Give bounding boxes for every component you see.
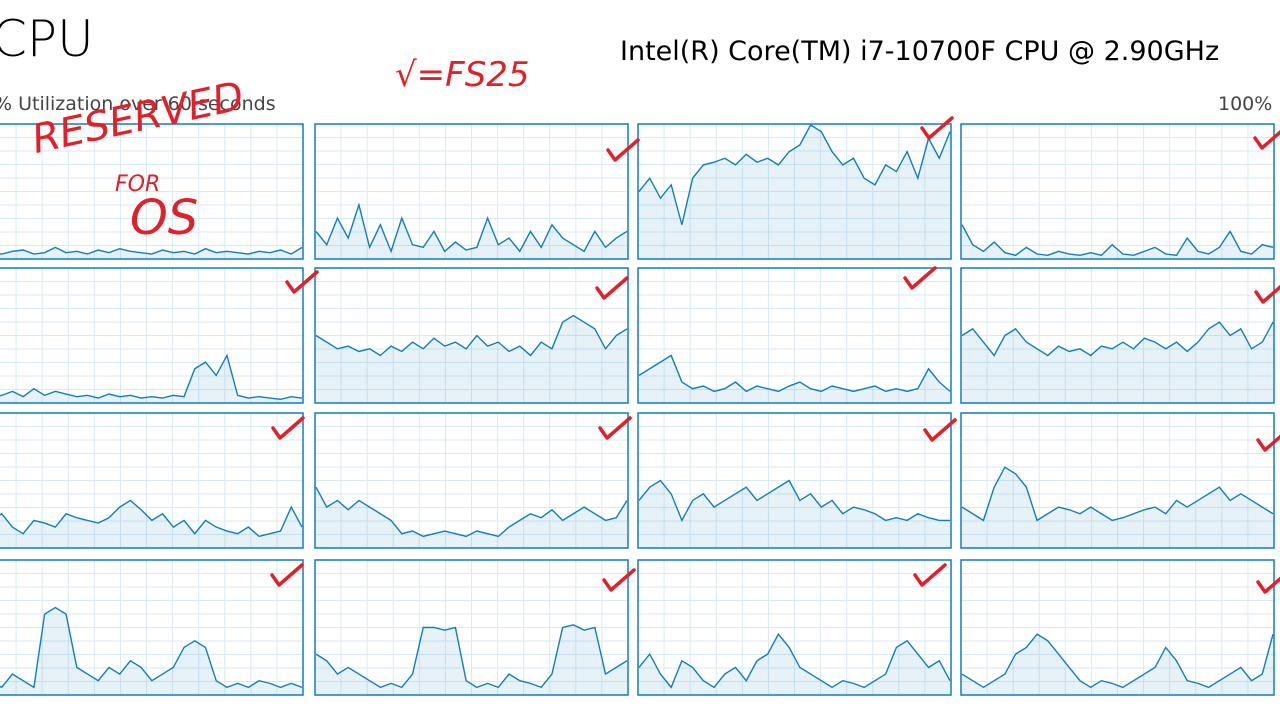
- check-mark: [920, 116, 954, 140]
- graph-border: [960, 412, 1275, 549]
- graph-border: [0, 412, 304, 549]
- utilization-area: [0, 607, 302, 695]
- check-mark: [1256, 576, 1280, 594]
- graph-border: [0, 267, 304, 404]
- subtitle: % Utilization over 60 seconds: [0, 93, 276, 115]
- utilization-line: [961, 224, 1274, 257]
- utilization-line: [315, 486, 628, 538]
- utilization-line: [638, 354, 951, 393]
- check-mark: [1254, 284, 1280, 304]
- check-mark: [903, 266, 937, 290]
- check-mark: [270, 563, 304, 587]
- utilization-line: [0, 499, 303, 538]
- graph-border: [637, 267, 952, 404]
- annotation-legend: √=FS25: [395, 55, 530, 95]
- utilization-area: [962, 322, 1273, 403]
- utilization-line: [638, 632, 951, 689]
- utilization-area: [962, 467, 1273, 548]
- utilization-area: [639, 634, 950, 695]
- utilization-line: [961, 633, 1274, 689]
- utilization-area: [316, 315, 627, 403]
- graph-border: [960, 123, 1275, 260]
- utilization-area: [316, 487, 627, 548]
- utilization-line: [638, 479, 950, 523]
- utilization-area: [962, 634, 1273, 695]
- check-mark: [1256, 434, 1280, 452]
- utilization-line: [638, 124, 951, 225]
- title: CPU: [0, 10, 94, 68]
- annotation-reserved: OS: [130, 190, 199, 246]
- graph-border: [0, 123, 304, 260]
- utilization-area: [316, 204, 627, 259]
- check-mark: [598, 416, 632, 440]
- utilization-line: [0, 246, 303, 255]
- utilization-area: [962, 224, 1273, 259]
- graph-border: [314, 123, 629, 260]
- graph-border: [314, 267, 629, 404]
- utilization-line: [0, 353, 303, 401]
- utilization-area: [0, 247, 302, 259]
- graph-border: [314, 412, 629, 549]
- utilization-line: [961, 466, 1274, 522]
- graph-border: [960, 559, 1275, 696]
- utilization-line: [315, 624, 628, 689]
- graph-border: [637, 559, 952, 696]
- check-mark: [606, 138, 640, 162]
- check-mark: [923, 418, 957, 442]
- graph-border: [960, 267, 1275, 404]
- graph-border: [637, 412, 952, 549]
- utilization-area: [0, 355, 302, 403]
- graph-border: [0, 559, 304, 696]
- utilization-line: [0, 606, 303, 689]
- utilization-area: [0, 500, 302, 548]
- check-mark: [271, 416, 305, 440]
- graph-border: [637, 123, 952, 260]
- utilization-area: [639, 480, 950, 548]
- utilization-line: [315, 202, 628, 254]
- check-mark: [595, 276, 629, 300]
- check-mark: [602, 568, 636, 592]
- check-mark: [285, 270, 319, 294]
- processor-name: Intel(R) Core(TM) i7-10700F CPU @ 2.90GH…: [620, 36, 1220, 67]
- utilization-line: [961, 321, 1274, 357]
- check-mark: [913, 563, 947, 587]
- annotation-reserved: FOR: [115, 172, 161, 197]
- max-label: 100%: [1218, 93, 1273, 115]
- utilization-line: [315, 314, 628, 357]
- graph-border: [314, 559, 629, 696]
- check-mark: [1253, 130, 1280, 150]
- utilization-area: [639, 125, 950, 259]
